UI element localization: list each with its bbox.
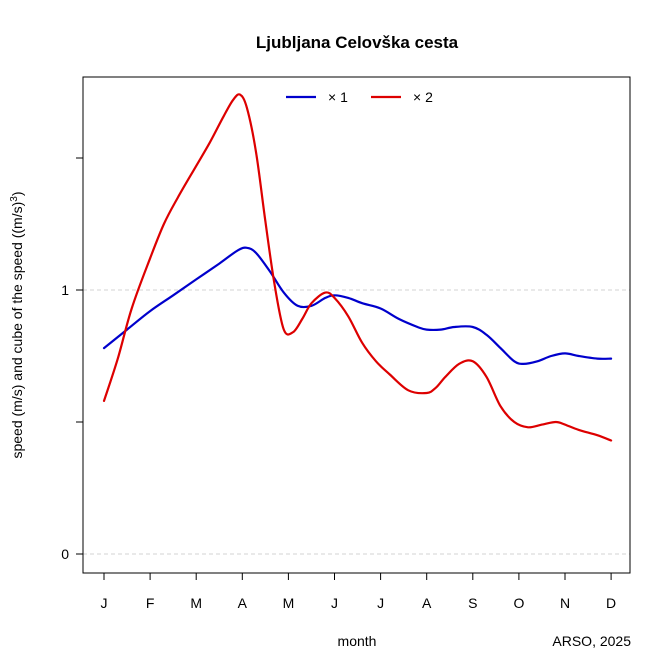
axes: J F M A M J J A S O N D 0 1 [61,157,616,611]
x-tick-label: A [238,595,248,611]
x-tick-label: J [377,595,384,611]
x-tick-label: J [101,595,108,611]
x-axis-label: month [338,633,377,649]
y-axis-label-text: speed (m/s) and cube of the speed ((m/s) [9,202,25,459]
x-tick-label: F [146,595,155,611]
plot-frame [82,76,631,574]
x-tick-label: D [606,595,616,611]
series-lines [102,93,613,442]
x-tick-label: O [513,595,524,611]
legend-label-1: × 1 [328,89,348,105]
y-axis-label: speed (m/s) and cube of the speed ((m/s)… [9,191,25,458]
source-caption: ARSO, 2025 [552,633,631,649]
legend-label-2: × 2 [413,89,433,105]
series-line-2 [102,93,613,442]
x-tick-label: J [331,595,338,611]
x-tick-label: M [283,595,295,611]
y-axis-label-end: ) [9,191,25,196]
chart-title: Ljubljana Celovška cesta [256,33,459,52]
y-tick-label: 0 [61,546,69,562]
legend: × 1 × 2 [286,89,433,105]
y-tick-label: 1 [61,282,69,298]
x-tick-label: S [468,595,477,611]
y-axis-label-superscript: 3 [9,196,20,202]
x-tick-label: N [560,595,570,611]
series-line-1 [102,246,613,365]
x-tick-label: M [190,595,202,611]
x-tick-label: A [422,595,432,611]
gridlines [83,289,630,555]
